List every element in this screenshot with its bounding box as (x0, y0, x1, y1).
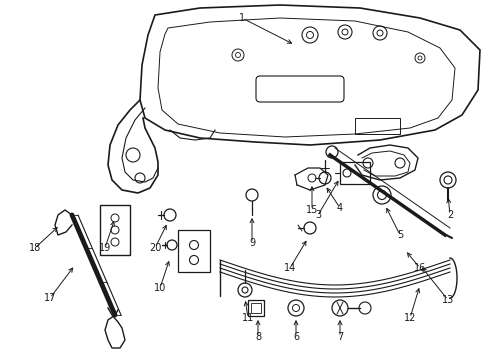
Text: 19: 19 (99, 243, 111, 253)
Bar (247, 300, 264, 316)
Text: 9: 9 (248, 238, 255, 248)
Text: 16: 16 (413, 263, 425, 273)
Text: 2: 2 (446, 210, 452, 220)
Bar (250, 303, 261, 313)
Text: 5: 5 (396, 230, 402, 240)
Text: 6: 6 (292, 332, 299, 342)
Text: 7: 7 (336, 332, 343, 342)
Text: 11: 11 (242, 313, 254, 323)
Text: 10: 10 (154, 283, 166, 293)
Text: 20: 20 (148, 243, 161, 253)
Text: 15: 15 (305, 205, 318, 215)
Bar (100, 205, 130, 255)
Bar (354, 118, 399, 134)
Text: 18: 18 (29, 243, 41, 253)
Bar (339, 162, 369, 184)
Text: 12: 12 (403, 313, 415, 323)
Text: 1: 1 (239, 13, 244, 23)
Bar (178, 230, 209, 272)
Text: 4: 4 (336, 203, 343, 213)
Text: 13: 13 (441, 295, 453, 305)
Text: 17: 17 (44, 293, 56, 303)
Text: 8: 8 (254, 332, 261, 342)
Text: 14: 14 (284, 263, 296, 273)
Text: 3: 3 (314, 210, 321, 220)
